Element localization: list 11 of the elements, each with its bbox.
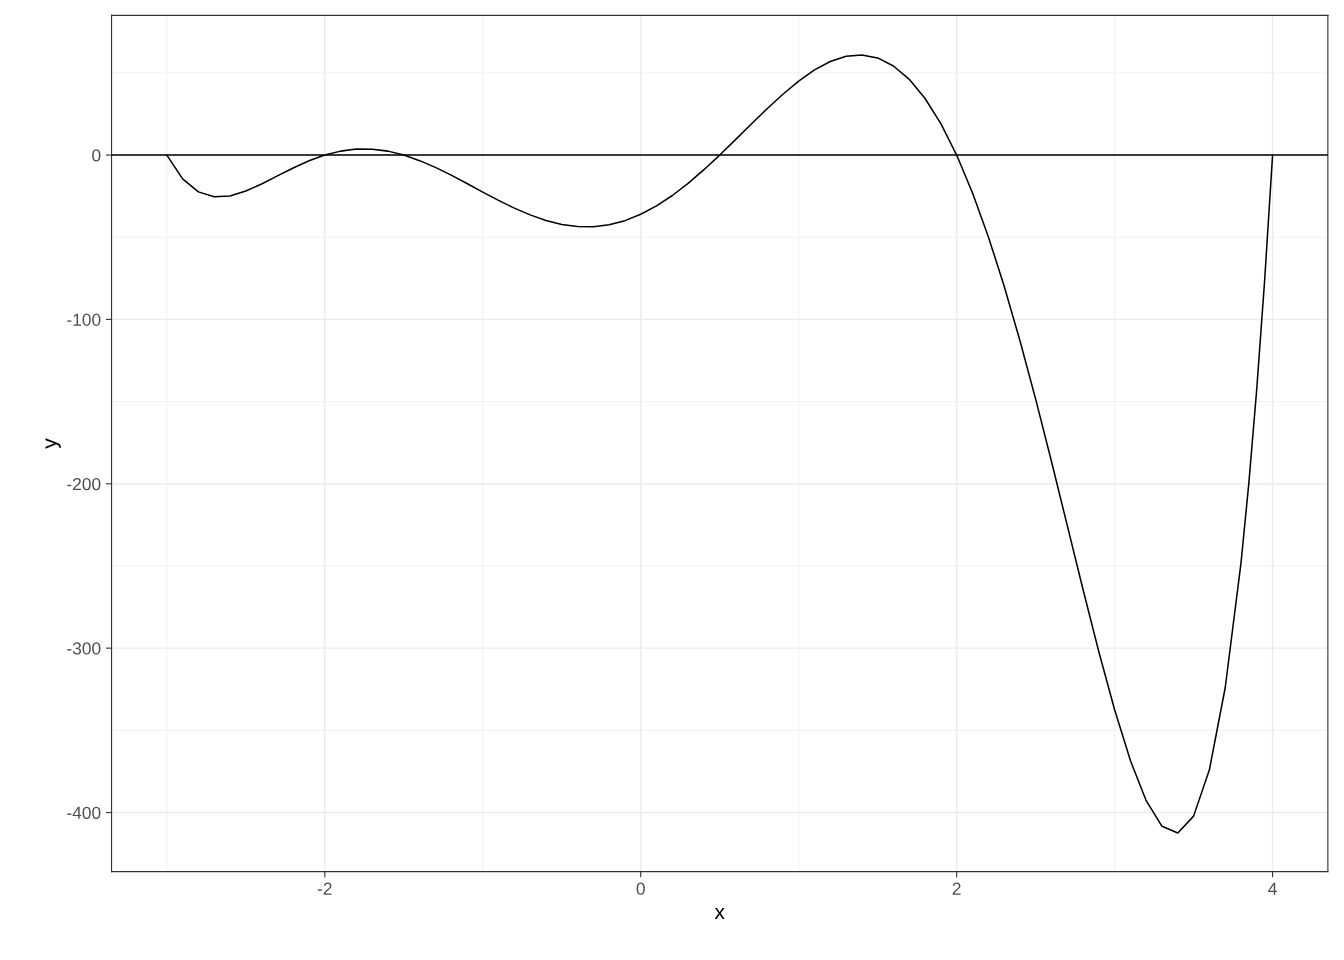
y-tick-label: -100: [67, 313, 101, 326]
y-axis-title: y: [45, 438, 61, 449]
x-tick-label: 2: [952, 882, 961, 895]
y-tick-label: 0: [92, 149, 101, 162]
y-tick-label: -200: [67, 477, 101, 491]
x-tick-label: 4: [1268, 882, 1277, 895]
x-tick-label: -2: [317, 882, 332, 895]
y-tick-label: -300: [67, 642, 101, 655]
x-tick-label: 0: [636, 882, 645, 895]
y-tick-label: -400: [67, 806, 101, 819]
x-axis-title: x: [714, 907, 725, 919]
